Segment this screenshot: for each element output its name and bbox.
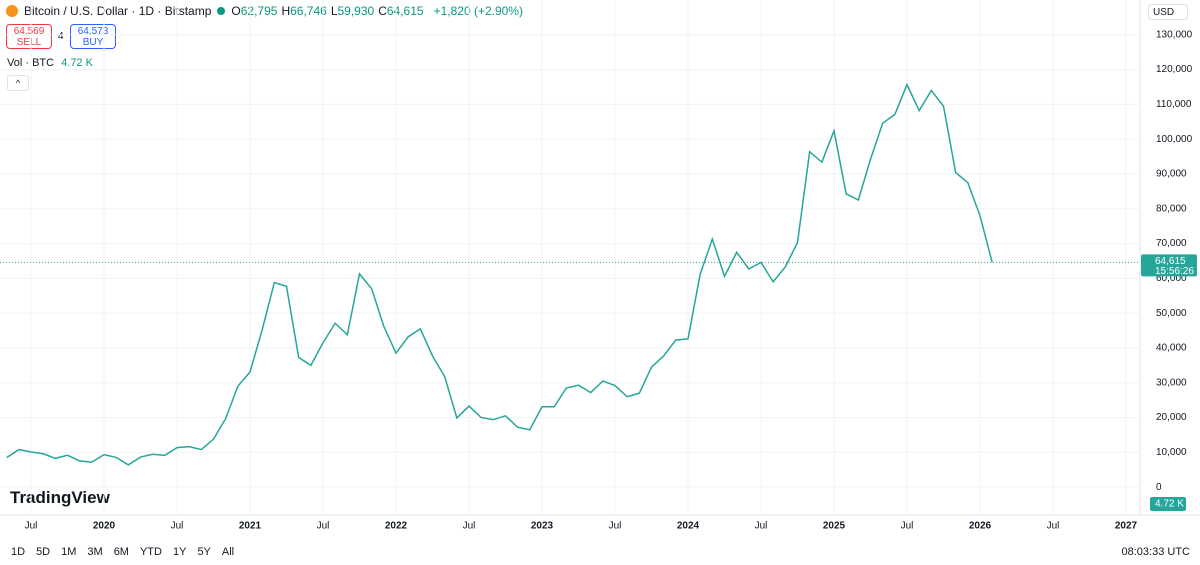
- range-button[interactable]: 1Y: [172, 545, 187, 558]
- x-tick-label: Jul: [171, 521, 184, 532]
- y-tick-label: 10,000: [1156, 447, 1187, 458]
- volume-value: 4.72 K: [61, 57, 93, 69]
- last-price-box: [1141, 254, 1197, 277]
- range-button[interactable]: 5D: [36, 545, 51, 558]
- buy-label: BUY: [82, 37, 104, 48]
- x-tick-label: Jul: [25, 521, 38, 532]
- buy-button[interactable]: 64,573 BUY: [70, 24, 116, 49]
- y-tick-label: 110,000: [1156, 99, 1192, 110]
- x-tick-label: 2024: [677, 521, 700, 532]
- x-tick-label: 2026: [969, 521, 992, 532]
- ohlc-value: 66,746: [290, 4, 327, 18]
- x-tick-label: Jul: [463, 521, 476, 532]
- x-tick-label: Jul: [609, 521, 622, 532]
- x-tick-label: Jul: [1047, 521, 1060, 532]
- sell-button[interactable]: 64,569 SELL: [6, 24, 52, 49]
- status-dot: [217, 7, 226, 15]
- range-button[interactable]: All: [221, 545, 235, 558]
- y-tick-label: 80,000: [1156, 203, 1187, 214]
- y-tick-label: 0: [1156, 482, 1162, 493]
- x-tick-label: 2021: [239, 521, 262, 532]
- logo: TradingView: [10, 488, 110, 507]
- x-tick-label: 2025: [823, 521, 846, 532]
- range-button[interactable]: 1M: [61, 545, 77, 558]
- clock: 08:03:33 UTC: [1121, 545, 1190, 558]
- x-tick-label: Jul: [901, 521, 914, 532]
- y-tick-label: 40,000: [1156, 343, 1187, 354]
- btc-icon: [6, 5, 18, 17]
- volume-box: [1150, 497, 1186, 511]
- y-tick-label: 50,000: [1156, 308, 1187, 319]
- currency[interactable]: USD: [1148, 4, 1188, 20]
- ohlc-label: C: [378, 4, 387, 18]
- ohlc-label: H: [281, 4, 291, 18]
- ohlc-label: L: [330, 4, 338, 18]
- range-button[interactable]: 1D: [11, 545, 26, 558]
- x-tick-label: 2020: [93, 521, 116, 532]
- change: +1,820 (+2.90%): [433, 4, 523, 18]
- chart: 0 10,000 20,000 30,000 40,000 50,000 60,000 70,…: [0, 0, 1200, 532]
- ohlc-label: O: [231, 4, 241, 18]
- y-tick-label: 70,000: [1156, 238, 1187, 249]
- range-button[interactable]: 6M: [113, 545, 129, 558]
- range-button[interactable]: YTD: [139, 545, 162, 558]
- y-tick-label: 20,000: [1156, 412, 1187, 423]
- x-tick-label: 2023: [531, 521, 554, 532]
- y-tick-label: 60,000: [1156, 273, 1187, 284]
- sell-price: 64,569: [13, 26, 45, 37]
- x-tick-label: Jul: [755, 521, 768, 532]
- range-button[interactable]: 5Y: [197, 545, 211, 558]
- range-button[interactable]: 3M: [87, 545, 103, 558]
- volume-axis-label: 4.72 K: [1155, 499, 1184, 510]
- y-tick-label: 90,000: [1156, 169, 1187, 180]
- y-tick-label: 30,000: [1156, 377, 1187, 388]
- sell-label: SELL: [16, 37, 42, 48]
- y-tick-label: 120,000: [1156, 64, 1193, 75]
- toolbar: 08:03:33 UTC 1D 5D 1M 3M 6M YTD 1Y 5Y All: [0, 538, 1200, 565]
- ohlc-value: 59,930: [337, 4, 375, 18]
- x-tick-label: 2022: [385, 521, 408, 532]
- buy-price: 64,573: [77, 26, 109, 37]
- x-tick-label: Jul: [317, 521, 330, 532]
- symbol-title[interactable]: Bitcoin / U.S. Dollar · 1D · Bitstamp: [24, 4, 212, 18]
- last-price-label: 64,615: [1155, 256, 1186, 267]
- collapse-button[interactable]: ^: [7, 75, 29, 91]
- y-tick-label: 100,000: [1156, 134, 1193, 145]
- countdown: 15:56:26: [1155, 266, 1194, 277]
- price-line: [6, 82, 993, 466]
- spread: 4: [58, 31, 64, 42]
- x-tick-label: 2027: [1115, 521, 1138, 532]
- y-tick-label: 130,000: [1156, 29, 1193, 40]
